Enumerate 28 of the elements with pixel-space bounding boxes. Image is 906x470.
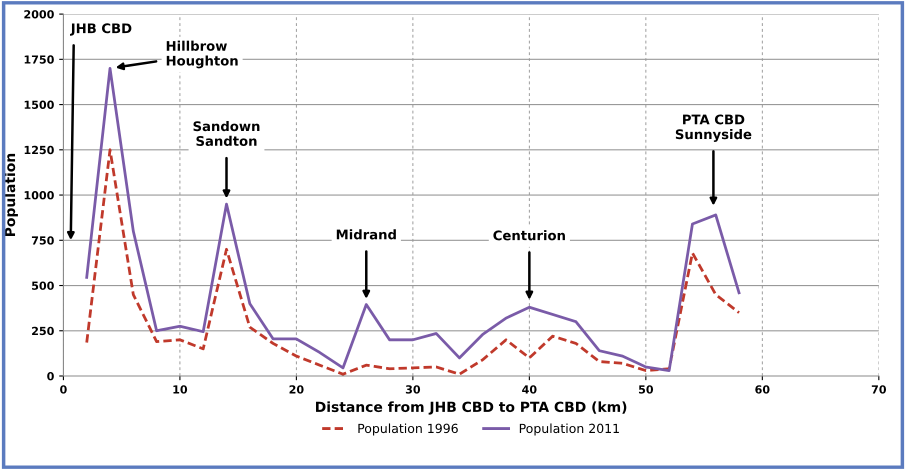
annotation: Hillbrow Houghton [166,40,238,68]
annotation: Centurion [493,230,565,240]
y-axis-title: Population [4,154,18,236]
y-tick-label: 1000 [24,191,54,200]
annotation: PTA CBD Sunnyside [676,114,752,142]
x-tick-label: 30 [406,385,420,394]
annotation: Sandown Sandton [194,120,260,146]
annotation: JHB CBD [70,23,132,36]
y-tick-label: 1750 [24,55,54,64]
x-tick-label: 0 [60,385,67,394]
legend-label: Population 1996 [358,423,458,436]
x-tick-label: 20 [290,385,304,394]
x-tick-label: 50 [638,385,654,394]
line-series [85,148,740,376]
x-tick-label: 10 [173,385,188,394]
legend-label: Population 2011 [520,423,619,436]
y-tick-label: 500 [32,282,54,290]
y-tick-label: 1250 [24,146,54,154]
x-tick-label: 40 [522,385,537,394]
y-tick-label: 250 [32,326,54,336]
y-tick-label: 750 [32,236,54,245]
x-axis-title: Distance from JHB CBD to PTA CBD (km) [316,401,626,415]
x-tick-label: 60 [755,385,770,394]
y-tick-label: 0 [47,372,54,380]
y-tick-label: 2000 [24,10,54,18]
y-tick-label: 1500 [24,100,54,109]
annotation: Midrand [336,229,396,240]
x-tick-label: 70 [872,385,886,394]
